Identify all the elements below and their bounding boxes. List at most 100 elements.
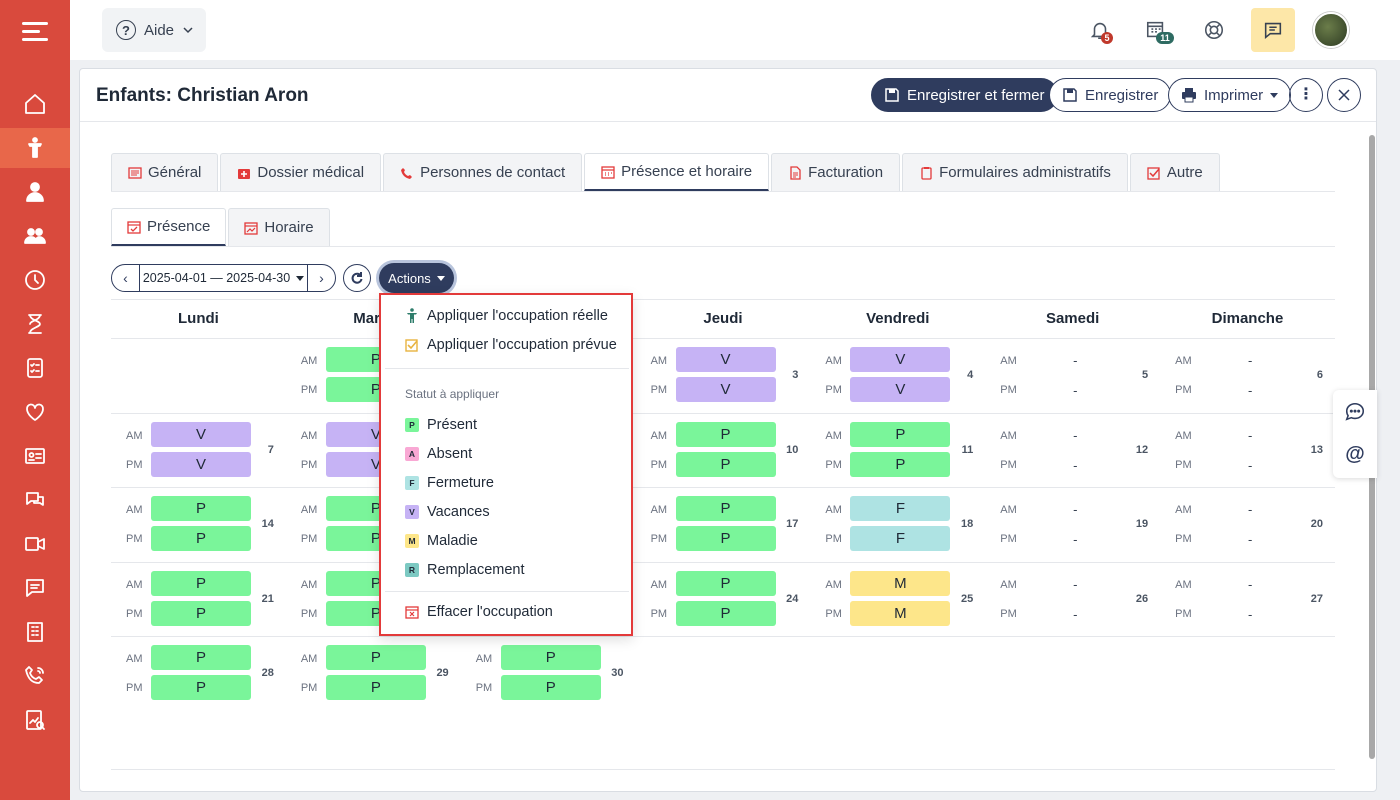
am-empty-slot[interactable]: - (1073, 502, 1078, 517)
avatar[interactable] (1313, 12, 1349, 48)
status-option[interactable]: A Absent (405, 446, 472, 462)
am-empty-slot[interactable]: - (1073, 353, 1078, 368)
previous-period-button[interactable]: ‹ (112, 265, 140, 291)
calendar-day-cell[interactable]: AM F PM F 18 (810, 488, 985, 562)
tab-general[interactable]: Général (111, 153, 219, 191)
checklist-icon[interactable] (0, 348, 70, 388)
status-option[interactable]: F Fermeture (405, 475, 494, 491)
pm-empty-slot[interactable]: - (1073, 383, 1078, 398)
am-empty-slot[interactable]: - (1247, 502, 1253, 517)
calendar-day-cell[interactable]: AM P PM P 30 (461, 637, 636, 711)
close-button[interactable] (1327, 78, 1361, 112)
calendar-day-cell[interactable]: AM - PM - 5 (985, 339, 1160, 413)
am-status-pill[interactable]: P (151, 496, 251, 521)
pm-empty-slot[interactable]: - (1073, 606, 1078, 622)
calendar-day-cell[interactable]: AM P PM P 24 (636, 563, 811, 637)
status-option[interactable]: R Remplacement (405, 562, 525, 578)
pm-status-pill[interactable]: P (675, 451, 776, 477)
clear-occupancy-item[interactable]: Effacer l'occupation (405, 604, 553, 620)
status-option[interactable]: P Présent (405, 417, 477, 433)
save-button[interactable]: Enregistrer (1049, 78, 1172, 112)
am-empty-slot[interactable]: - (1247, 576, 1253, 592)
tab-billing[interactable]: Facturation (771, 153, 901, 191)
am-status-pill[interactable]: P (151, 645, 251, 670)
pm-status-pill[interactable]: P (500, 675, 601, 700)
pm-status-pill[interactable]: P (850, 451, 951, 477)
calendar-day-cell[interactable]: AM - PM - 19 (985, 488, 1160, 562)
child-icon[interactable] (0, 128, 70, 168)
calendar-day-cell[interactable]: AM P PM P 21 (111, 563, 286, 637)
am-status-pill[interactable]: V (675, 347, 776, 372)
calendar-day-cell[interactable]: AM - PM - 27 (1160, 563, 1335, 637)
help-button[interactable]: ? Aide (102, 8, 206, 52)
calendar-day-cell[interactable]: AM P PM P 17 (636, 488, 811, 562)
actions-button[interactable]: Actions (379, 263, 454, 293)
am-empty-slot[interactable]: - (1073, 576, 1078, 592)
calendar-day-cell[interactable]: AM - PM - 12 (985, 414, 1160, 488)
notification-bell-icon[interactable]: 5 (1086, 16, 1114, 44)
date-range-select[interactable]: 2025-04-01 — 2025-04-30 (140, 271, 307, 285)
next-period-button[interactable]: › (307, 265, 335, 291)
user-icon[interactable] (0, 172, 70, 212)
hamburger-menu-icon[interactable] (22, 22, 48, 42)
calendar-day-cell[interactable]: AM P PM P 10 (636, 414, 811, 488)
calendar-day-cell[interactable]: AM - PM - 20 (1160, 488, 1335, 562)
hourglass-icon[interactable] (0, 304, 70, 344)
pm-empty-slot[interactable]: - (1073, 457, 1078, 473)
am-empty-slot[interactable]: - (1247, 427, 1253, 443)
group-icon[interactable] (0, 216, 70, 256)
pm-status-pill[interactable]: P (675, 526, 776, 551)
clock-icon[interactable] (0, 260, 70, 300)
calendar-day-cell[interactable]: AM M PM M 25 (810, 563, 985, 637)
pm-status-pill[interactable]: V (850, 377, 951, 402)
calendar-day-cell[interactable]: AM P PM P 11 (810, 414, 985, 488)
calendar-day-cell[interactable]: AM - PM - 13 (1160, 414, 1335, 488)
pm-status-pill[interactable]: F (850, 526, 951, 551)
pm-status-pill[interactable]: P (325, 675, 426, 700)
pm-empty-slot[interactable]: - (1247, 383, 1253, 398)
chat-button[interactable] (1251, 8, 1295, 52)
message-icon[interactable] (0, 568, 70, 608)
am-status-pill[interactable]: F (850, 496, 951, 521)
tab-contacts[interactable]: Personnes de contact (383, 153, 583, 191)
tab-admin-forms[interactable]: Formulaires administratifs (902, 153, 1128, 191)
pm-status-pill[interactable]: P (675, 600, 776, 626)
am-status-pill[interactable]: P (675, 496, 776, 521)
pm-status-pill[interactable]: P (151, 526, 251, 551)
home-icon[interactable] (0, 84, 70, 124)
pm-status-pill[interactable]: M (850, 600, 951, 626)
calendar-grid-icon[interactable]: 11 (1142, 16, 1174, 44)
pm-status-pill[interactable]: V (675, 377, 776, 402)
chat-dots-icon[interactable] (1343, 400, 1367, 424)
tab-presence-schedule[interactable]: Présence et horaire (584, 153, 770, 191)
conversation-icon[interactable] (0, 480, 70, 520)
calendar-day-cell[interactable]: AM V PM V 3 (636, 339, 811, 413)
calendar-day-cell[interactable]: AM P PM P 29 (286, 637, 461, 711)
am-status-pill[interactable]: P (151, 570, 251, 596)
pm-status-pill[interactable]: V (151, 451, 251, 477)
apply-real-occupancy-item[interactable]: Appliquer l'occupation réelle (405, 308, 608, 324)
at-sign-icon[interactable]: @ (1345, 442, 1365, 465)
pm-empty-slot[interactable]: - (1073, 532, 1078, 547)
status-option[interactable]: M Maladie (405, 533, 478, 549)
am-status-pill[interactable]: P (500, 645, 601, 670)
subtab-presence[interactable]: Présence (111, 208, 227, 246)
more-options-button[interactable]: ⋮ (1289, 78, 1323, 112)
pm-empty-slot[interactable]: - (1247, 457, 1253, 473)
calendar-day-cell[interactable]: AM P PM P 14 (111, 488, 286, 562)
tab-other[interactable]: Autre (1129, 153, 1220, 191)
support-lifebuoy-icon[interactable] (1200, 16, 1228, 44)
video-icon[interactable] (0, 524, 70, 564)
save-close-button[interactable]: Enregistrer et fermer (871, 78, 1058, 112)
am-status-pill[interactable]: P (675, 421, 776, 447)
calendar-day-cell[interactable]: AM V PM V 7 (111, 414, 286, 488)
status-option[interactable]: V Vacances (405, 504, 490, 520)
tab-medical[interactable]: Dossier médical (220, 153, 382, 191)
am-status-pill[interactable]: V (850, 347, 951, 372)
report-icon[interactable] (0, 700, 70, 740)
am-status-pill[interactable]: V (151, 421, 251, 447)
calendar-day-cell[interactable]: AM - PM - 6 (1160, 339, 1335, 413)
print-button[interactable]: Imprimer (1168, 78, 1292, 112)
apply-planned-occupancy-item[interactable]: Appliquer l'occupation prévue (405, 337, 617, 353)
refresh-button[interactable] (343, 264, 371, 292)
